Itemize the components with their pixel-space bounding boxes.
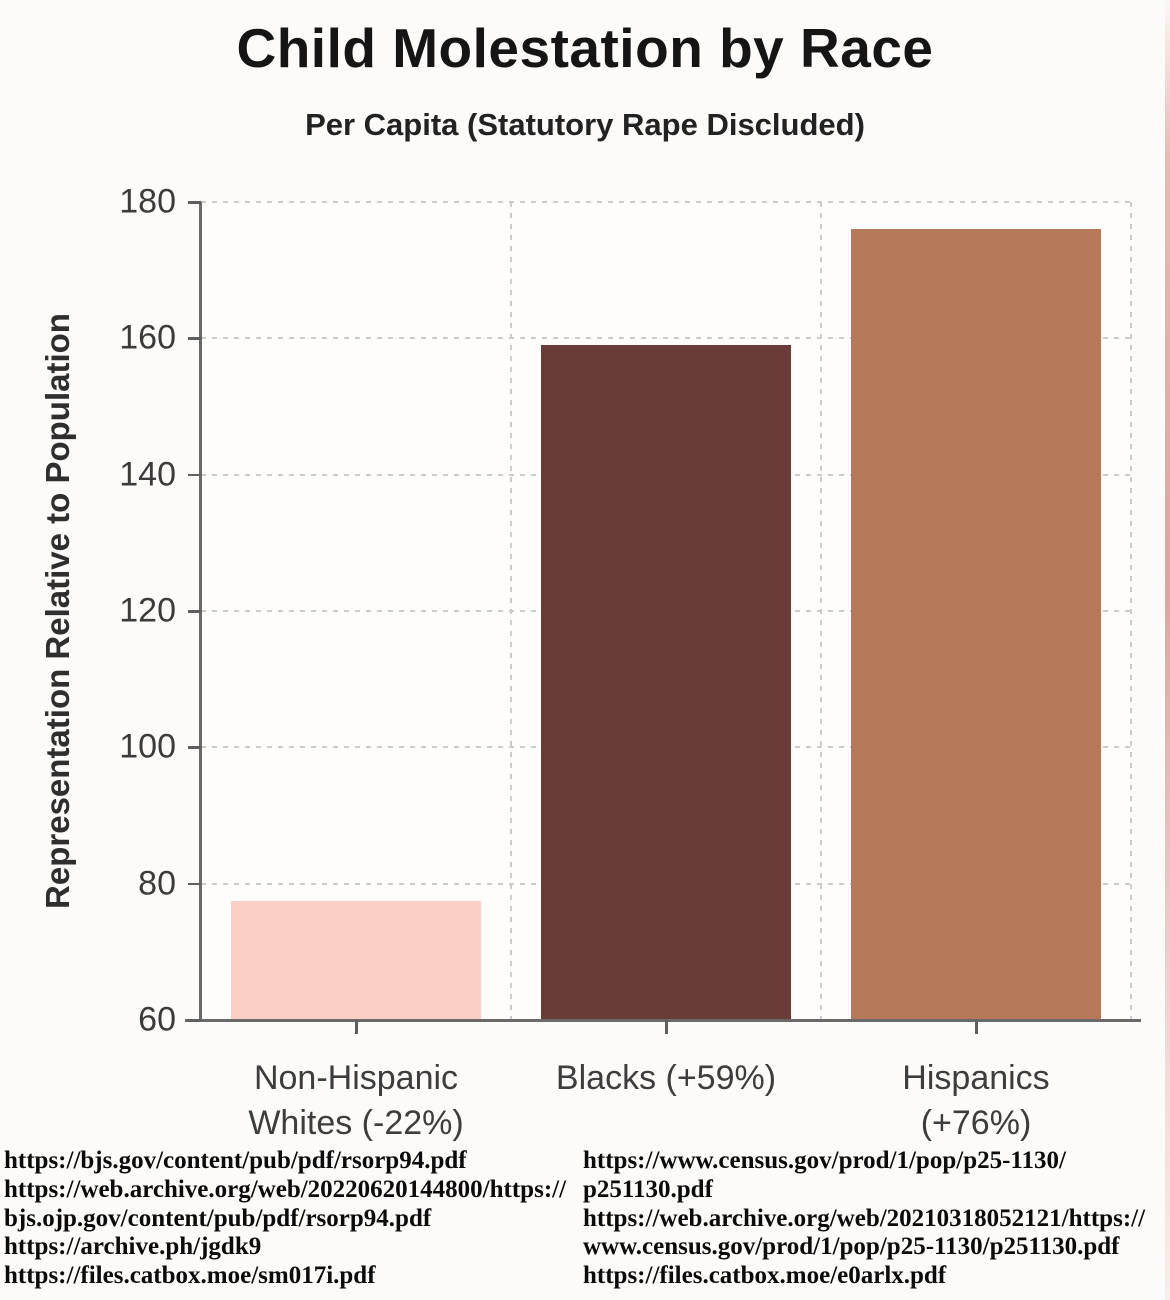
bar-blacks-59	[541, 345, 791, 1019]
gridline-y-180	[201, 201, 1131, 203]
x-tick-label-non-hispanic-whites-22: Non-Hispanic Whites (-22%)	[248, 1059, 464, 1142]
x-tick-hispanics-76	[975, 1020, 978, 1034]
source-url-left-1: https://bjs.gov/content/pub/pdf/rsorp94.…	[4, 1147, 467, 1174]
gridline-x-1	[510, 202, 512, 1020]
source-url-right-5: https://files.catbox.moe/e0arlx.pdf	[583, 1262, 947, 1290]
bar-hispanics-76	[851, 229, 1101, 1019]
bar-non-hispanic-whites-22	[231, 900, 481, 1019]
x-tick-label-hispanics-76: Hispanics (+76%)	[902, 1059, 1050, 1142]
y-tick-label-120: 120	[119, 591, 176, 630]
gridline-x-2	[820, 202, 822, 1020]
y-tick-label-140: 140	[119, 455, 176, 494]
source-links-left-column: https://bjs.gov/content/pub/pdf/rsorp94.…	[4, 1147, 566, 1291]
x-axis-spine	[185, 1019, 1141, 1022]
source-links-right-column: https://www.census.gov/prod/1/pop/p25-11…	[583, 1147, 1145, 1291]
y-tick-180	[188, 201, 201, 204]
source-url-right-1: https://www.census.gov/prod/1/pop/p25-11…	[583, 1147, 1066, 1174]
y-tick-label-100: 100	[119, 727, 176, 766]
x-tick-blacks-59	[665, 1020, 668, 1034]
y-tick-label-60: 60	[138, 1000, 176, 1039]
y-tick-160	[188, 337, 201, 340]
y-tick-label-180: 180	[119, 182, 176, 221]
source-url-left-4: https://archive.ph/jgdk9	[4, 1233, 262, 1261]
source-url-right-3: https://web.archive.org/web/202103180521…	[583, 1204, 1146, 1232]
x-tick-label-blacks-59: Blacks (+59%)	[555, 1059, 777, 1097]
y-tick-80	[188, 882, 201, 886]
y-tick-100	[188, 746, 201, 749]
y-tick-label-160: 160	[119, 318, 176, 357]
source-url-left-5: https://files.catbox.moe/sm017i.pdf	[4, 1262, 376, 1290]
source-url-right-2: p251130.pdf	[583, 1175, 713, 1203]
source-url-left-2: https://web.archive.org/web/202206201448…	[4, 1175, 567, 1203]
gridline-x-3	[1130, 202, 1132, 1020]
scan-edge-pink-artifact	[1165, 0, 1170, 1300]
y-tick-120	[188, 610, 201, 613]
chart-title: Child Molestation by Race	[236, 17, 934, 79]
y-tick-140	[188, 473, 201, 477]
source-url-right-4: www.census.gov/prod/1/pop/p25-1130/p2511…	[583, 1233, 1120, 1261]
source-url-left-3: bjs.ojp.gov/content/pub/pdf/rsorp94.pdf	[4, 1204, 432, 1232]
gridline-y-160	[201, 337, 1131, 340]
y-tick-label-80: 80	[138, 864, 176, 903]
x-tick-non-hispanic-whites-22	[355, 1020, 358, 1034]
y-tick-60	[188, 1019, 201, 1022]
chart-subtitle: Per Capita (Statutory Rape Discluded)	[305, 107, 865, 142]
